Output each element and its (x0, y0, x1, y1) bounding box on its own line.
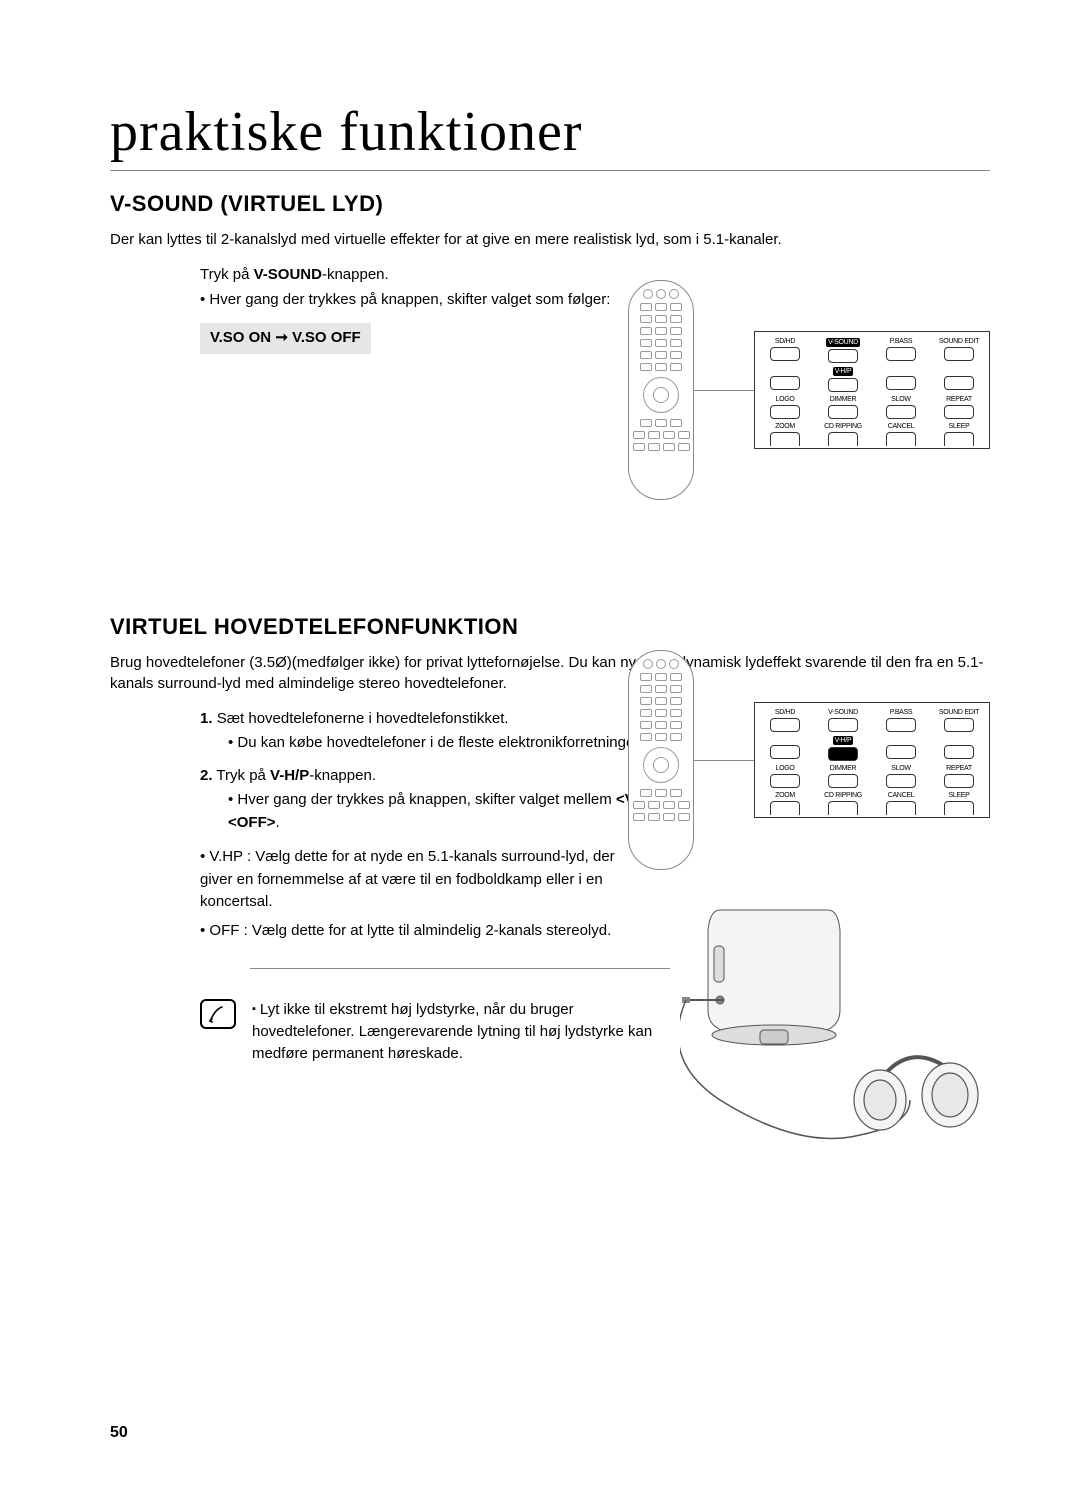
panel-lbl: SLEEP (948, 792, 969, 799)
page-number: 50 (110, 1424, 128, 1442)
opt-off: OFF : Vælg dette for at lytte til almind… (209, 922, 611, 939)
panel-lbl: P.BASS (890, 709, 913, 716)
panel-lbl-highlight: V-SOUND (826, 338, 860, 347)
step2-bullet-d: <OFF> (228, 814, 276, 831)
section2-instructions: 1. Sæt hovedtelefonerne i hovedtelefonst… (200, 708, 700, 835)
panel-lbl: REPEAT (946, 396, 972, 403)
callout-line-icon (694, 760, 754, 761)
panel-lbl: ZOOM (775, 423, 795, 430)
step2-bold: V-H/P (270, 767, 309, 784)
panel-lbl: CD RIPPING (824, 423, 862, 430)
panel-lbl: SD/HD (775, 709, 795, 716)
panel-lbl: ZOOM (775, 792, 795, 799)
panel-lbl: SLOW (891, 396, 910, 403)
panel-lbl: DIMMER (830, 765, 857, 772)
remote-diagram-vhp: SD/HD V-SOUND P.BASS SOUND EDIT V-H/P LO… (628, 650, 990, 870)
step2-bullet-e: . (276, 814, 280, 831)
section1-intro: Der kan lyttes til 2-kanalslyd med virtu… (110, 229, 990, 250)
step2-suffix: -knappen. (309, 767, 376, 784)
button-panel-vsound: SD/HD V-SOUND P.BASS SOUND EDIT V-H/P LO… (754, 331, 990, 449)
toggle-sequence: V.SO ON ➞ V.SO OFF (200, 323, 371, 354)
panel-lbl-highlight: V-H/P (833, 367, 854, 376)
panel-lbl: SLOW (891, 765, 910, 772)
toggle-left: V.SO ON (210, 329, 271, 346)
button-panel-vhp: SD/HD V-SOUND P.BASS SOUND EDIT V-H/P LO… (754, 702, 990, 818)
remote-diagram-vsound: SD/HD V-SOUND P.BASS SOUND EDIT V-H/P LO… (628, 280, 990, 500)
step2-bullet-a: Hver gang der trykkes på knappen, skifte… (237, 791, 616, 808)
panel-lbl-highlight: V-H/P (833, 736, 854, 745)
panel-lbl: LOGO (775, 765, 794, 772)
panel-lbl: P.BASS (890, 338, 913, 345)
panel-lbl: SOUND EDIT (939, 709, 979, 716)
step2-number: 2. (200, 767, 213, 784)
remote-outline (628, 280, 694, 500)
step1-text: Sæt hovedtelefonerne i hovedtelefonstikk… (217, 710, 509, 727)
panel-lbl: SOUND EDIT (939, 338, 979, 345)
remote-outline (628, 650, 694, 870)
note-block: ▪Lyt ikke til ekstremt høj lydstyrke, nå… (200, 999, 680, 1064)
panel-lbl: CANCEL (888, 792, 915, 799)
headphone-speaker-illustration (680, 900, 990, 1180)
note-icon (200, 999, 236, 1029)
toggle-arrow-icon: ➞ (275, 329, 288, 346)
panel-lbl: V-SOUND (828, 709, 858, 716)
note-divider (250, 968, 670, 969)
s1-step-bold: V-SOUND (254, 266, 322, 283)
panel-lbl: REPEAT (946, 765, 972, 772)
s1-bullet: Hver gang der trykkes på knappen, skifte… (209, 291, 610, 308)
section-heading-vhp: VIRTUEL HOVEDTELEFONFUNKTION (110, 614, 990, 640)
section1-instructions: Tryk på V-SOUND-knappen. • Hver gang der… (200, 264, 700, 354)
note-text: ▪Lyt ikke til ekstremt høj lydstyrke, nå… (252, 999, 680, 1064)
step1-number: 1. (200, 710, 213, 727)
step1-bullet: Du kan købe hovedtelefoner i de fleste e… (237, 734, 642, 751)
panel-lbl: LOGO (775, 396, 794, 403)
section-heading-vsound: V-SOUND (VIRTUEL LYD) (110, 191, 990, 217)
s1-step-prefix: Tryk på (200, 266, 254, 283)
panel-lbl: CD RIPPING (824, 792, 862, 799)
panel-lbl: SLEEP (948, 423, 969, 430)
page-title: praktiske funktioner (110, 100, 990, 171)
panel-lbl: CANCEL (888, 423, 915, 430)
step2-prefix: Tryk på (216, 767, 270, 784)
toggle-right: V.SO OFF (292, 329, 361, 346)
panel-lbl: DIMMER (830, 396, 857, 403)
callout-line-icon (694, 390, 754, 391)
panel-lbl: SD/HD (775, 338, 795, 345)
vhp-options: • V.HP : Vælg dette for at nyde en 5.1-k… (200, 846, 640, 942)
opt-vhp: V.HP : Vælg dette for at nyde en 5.1-kan… (200, 848, 615, 910)
s1-step-suffix: -knappen. (322, 266, 389, 283)
